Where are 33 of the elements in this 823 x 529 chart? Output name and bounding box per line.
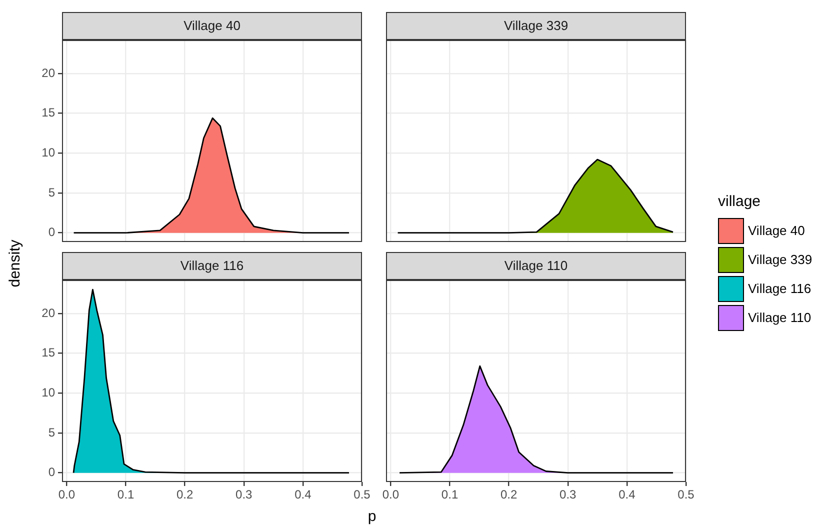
- y-tick-label: 10: [42, 385, 56, 400]
- x-tick-label: 0.1: [441, 487, 458, 502]
- x-tick-label: 0.0: [382, 487, 400, 502]
- chart-title: Village 110: [386, 252, 686, 280]
- y-tick-label: 0: [48, 465, 56, 480]
- x-tick-label: 0.5: [678, 487, 695, 502]
- chart-title: Village 40: [62, 12, 362, 40]
- x-tick-label: 0.4: [294, 487, 312, 502]
- x-tick-label: 0.5: [354, 487, 371, 502]
- y-tick-label: 0: [48, 225, 56, 240]
- legend-label: Village 40: [748, 223, 805, 238]
- legend-title: village: [718, 193, 762, 210]
- x-axis-title: p: [366, 508, 378, 525]
- x-tick-label: 0.4: [618, 487, 636, 502]
- chart-title: Village 116: [62, 252, 362, 280]
- y-axis-title: density: [6, 238, 24, 290]
- x-tick-label: 0.2: [176, 487, 194, 502]
- y-tick-label: 15: [42, 346, 56, 360]
- x-tick-label: 0.3: [236, 487, 253, 502]
- y-tick-label: 20: [42, 66, 56, 80]
- y-tick-label: 5: [48, 185, 56, 200]
- text: Village 110: [748, 310, 812, 325]
- x-tick-label: 0.0: [58, 487, 76, 502]
- x-tick-label: 0.2: [500, 487, 518, 502]
- y-tick-label: 20: [42, 306, 56, 320]
- chart-title: Village 339: [386, 12, 686, 40]
- x-tick-label: 0.3: [560, 487, 577, 502]
- text: Village 116: [748, 281, 812, 296]
- y-tick-label: 15: [42, 106, 56, 120]
- x-tick-label: 0.1: [117, 487, 134, 502]
- y-tick-label: 10: [42, 145, 56, 160]
- text: Village 339: [748, 252, 812, 267]
- y-tick-label: 5: [48, 425, 56, 440]
